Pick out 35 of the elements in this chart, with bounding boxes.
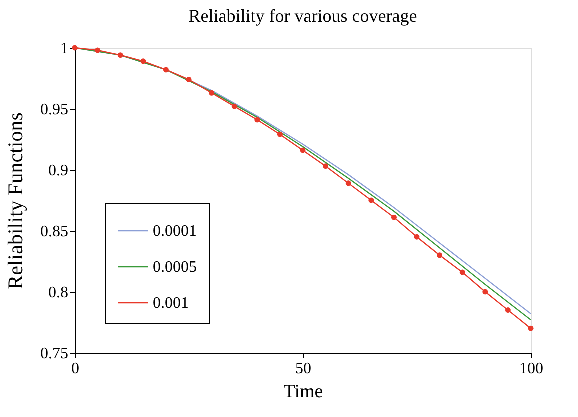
x-axis-title: Time <box>284 382 324 402</box>
y-tick-label: 0.8 <box>48 284 68 302</box>
y-tick-label: 0.75 <box>40 346 68 362</box>
y-tick-label: 0.95 <box>40 102 68 118</box>
legend-label: 0.0005 <box>153 259 197 276</box>
point <box>118 52 124 58</box>
point <box>460 270 466 276</box>
x-tick-label: 50 <box>296 360 312 378</box>
chart-title: Reliability for various coverage <box>188 6 418 26</box>
point <box>414 234 420 240</box>
point <box>163 67 169 73</box>
point <box>482 289 488 295</box>
x-tick-label: 100 <box>520 360 544 378</box>
y-tick-label: 0.9 <box>48 162 68 180</box>
legend-label: 0.001 <box>153 295 189 312</box>
point <box>140 58 146 64</box>
point <box>391 214 397 220</box>
y-axis-title: Reliability Functions <box>4 112 28 290</box>
point <box>505 308 511 314</box>
point <box>232 104 238 110</box>
point <box>368 198 374 204</box>
y-tick-label: 1 <box>60 40 68 58</box>
point <box>277 132 283 138</box>
point <box>95 48 101 54</box>
point <box>437 252 443 258</box>
point <box>346 180 352 186</box>
point <box>209 90 215 96</box>
y-tick-label: 0.85 <box>40 224 68 240</box>
legend-label: 0.0001 <box>153 223 197 240</box>
x-tick-label: 0 <box>72 360 80 378</box>
point <box>254 117 260 123</box>
point <box>323 164 329 170</box>
point <box>528 326 534 332</box>
point <box>186 76 192 82</box>
point <box>300 148 306 154</box>
